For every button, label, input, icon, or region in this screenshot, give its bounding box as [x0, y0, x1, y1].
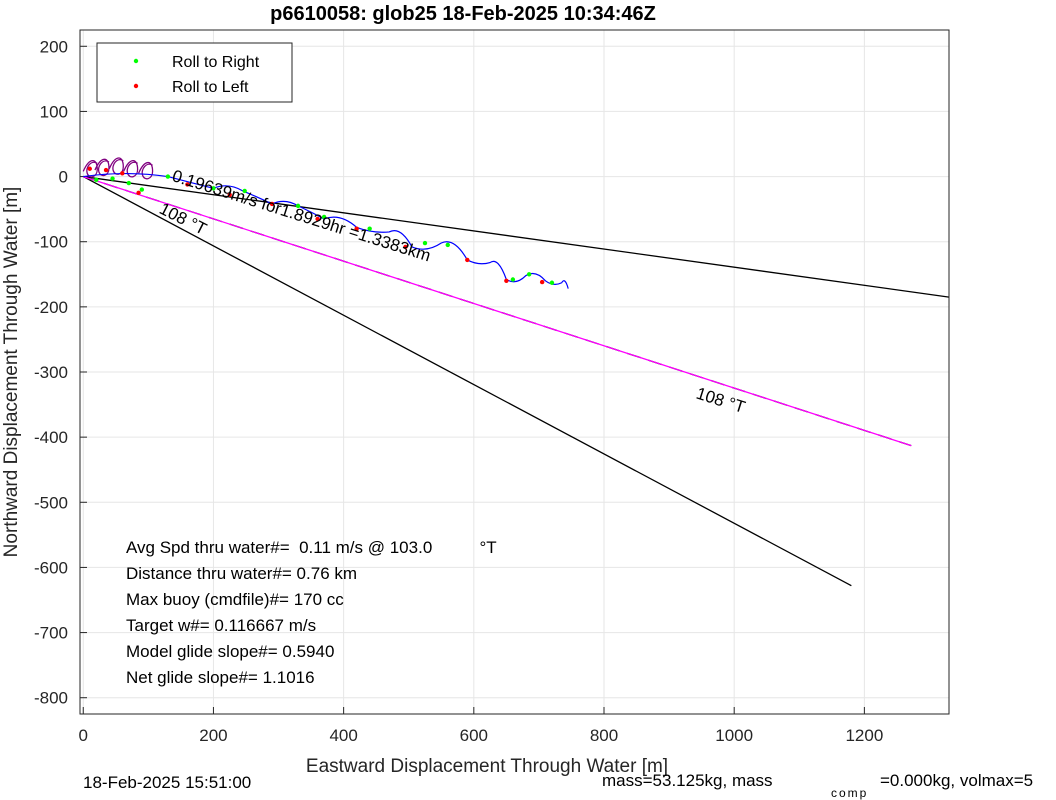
- y-tick-label: 100: [40, 102, 68, 121]
- reference-line-1: [83, 175, 950, 298]
- x-tick-label: 600: [460, 726, 488, 745]
- y-tick-label: 0: [59, 168, 68, 187]
- y-tick-label: -800: [34, 689, 68, 708]
- stat-net-glide-slope: Net glide slope#= 1.1016: [126, 668, 315, 687]
- grid: [80, 30, 949, 714]
- x-tick-label: 200: [199, 726, 227, 745]
- legend-box: [96, 42, 293, 103]
- roll-right-point: [211, 186, 216, 191]
- x-tick-label: 800: [590, 726, 618, 745]
- roll-right-point: [321, 214, 327, 220]
- roll-left-point: [465, 257, 470, 263]
- stats-block: Avg Spd thru water#= 0.11 m/s @ 103.0 °T…: [126, 538, 497, 687]
- y-axis-label: Northward Displacement Through Water [m]: [1, 187, 22, 558]
- y-tick-label: 200: [40, 37, 68, 56]
- y-tick-label: -600: [34, 558, 68, 577]
- legend-label-roll-left: Roll to Left: [172, 79, 249, 96]
- y-tick-label: -200: [34, 298, 68, 317]
- roll-left-point: [504, 278, 509, 283]
- roll-right-point: [94, 177, 99, 183]
- x-axis-label: Eastward Displacement Through Water [m]: [306, 756, 668, 777]
- roll-left-point: [136, 190, 141, 196]
- roll-left-point: [87, 166, 92, 171]
- roll-right-point: [139, 187, 145, 192]
- reference-line-2: [82, 175, 852, 587]
- roll-left-point: [269, 201, 275, 207]
- x-tick-label: 0: [79, 726, 88, 745]
- x-tick-label: 400: [329, 726, 357, 745]
- legend: Roll to Right Roll to Left: [96, 42, 293, 103]
- roll-right-point: [445, 242, 450, 248]
- y-tick-label: -500: [34, 493, 68, 512]
- roll-right-point: [295, 203, 301, 209]
- roll-left-point: [120, 171, 125, 176]
- y-tick-label: -400: [34, 428, 68, 447]
- stat-model-glide-slope: Model glide slope#= 0.5940: [126, 642, 334, 661]
- y-tick-label: -100: [34, 233, 68, 252]
- stat-target-w: Target w#= 0.116667 m/s: [126, 616, 316, 635]
- roll-right-point: [422, 240, 428, 246]
- reference-line-4: [83, 175, 912, 447]
- chart-title: p6610058: glob25 18-Feb-2025 10:34:46Z: [270, 3, 656, 25]
- stat-distance: Distance thru water#= 0.76 km: [126, 564, 357, 583]
- roll-right-point: [367, 226, 372, 231]
- x-tick-label: 1200: [845, 726, 883, 745]
- roll-left-point: [185, 182, 190, 187]
- roll-left-point: [103, 167, 109, 173]
- reference-lines: [82, 175, 950, 587]
- footer-mass: mass=53.125kg, mass: [602, 771, 773, 790]
- roll-left-point: [315, 216, 320, 222]
- stat-max-buoy: Max buoy (cmdfile)#= 170 cc: [126, 590, 344, 609]
- roll-right-point: [165, 174, 171, 179]
- plot-frame: [79, 29, 950, 715]
- stat-avg-speed: Avg Spd thru water#= 0.11 m/s @ 103.0 °T: [126, 538, 497, 557]
- legend-marker-roll-right: [133, 58, 139, 64]
- y-tick-label: -300: [34, 363, 68, 382]
- footer-date: 18-Feb-2025 15:51:00: [83, 773, 251, 792]
- y-tick-labels: 200 100 0 -100 -200 -300 -400 -500 -600 -700 -800: [34, 37, 68, 707]
- roll-points: [87, 166, 555, 285]
- roll-right-point: [242, 188, 247, 194]
- footer-volmax: =0.000kg, volmax=5: [880, 771, 1033, 790]
- glider-track: [82, 157, 569, 289]
- legend-marker-roll-left: [133, 83, 139, 89]
- roll-right-point: [110, 176, 115, 181]
- legend-label-roll-right: Roll to Right: [172, 54, 260, 71]
- roll-right-point: [549, 280, 555, 285]
- footer-mass-subscript: comp: [831, 786, 868, 800]
- roll-left-point: [539, 279, 545, 285]
- roll-right-point: [126, 180, 132, 186]
- x-tick-labels: 0 200 400 600 800 1000 1200: [79, 726, 884, 745]
- roll-left-point: [227, 192, 232, 198]
- x-tick-label: 1000: [715, 726, 753, 745]
- roll-left-point: [354, 226, 359, 231]
- track-line: [83, 172, 569, 289]
- roll-right-point: [526, 272, 532, 277]
- y-tick-label: -700: [34, 624, 68, 643]
- roll-right-point: [510, 277, 516, 282]
- roll-left-point: [403, 244, 408, 250]
